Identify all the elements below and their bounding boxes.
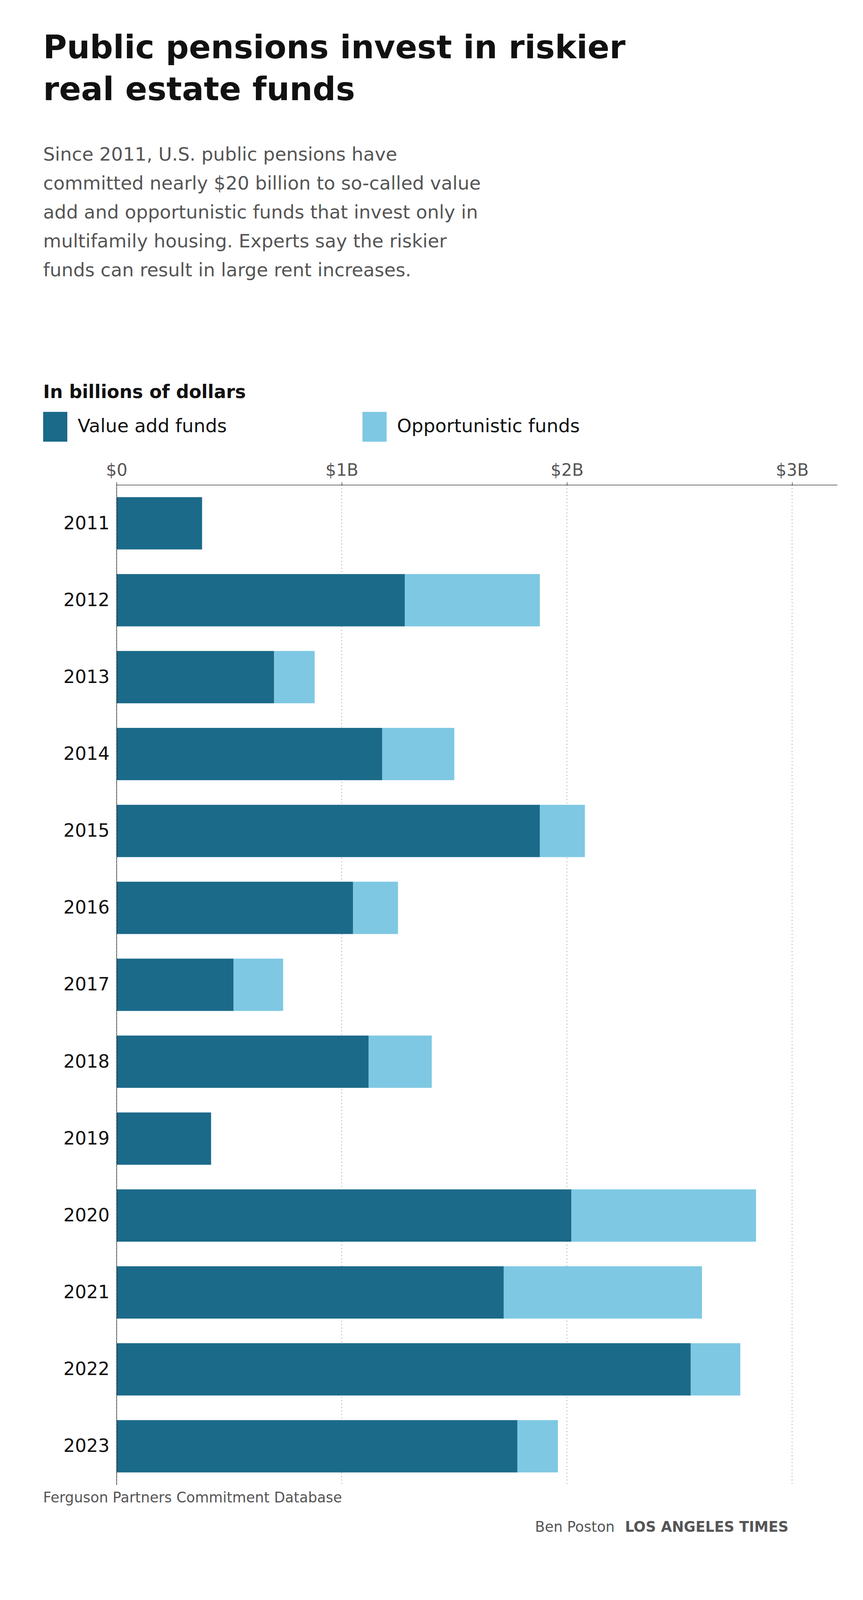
- bar: [116, 1188, 572, 1241]
- source: Ferguson Partners Commitment Database: [43, 1488, 343, 1506]
- y-tick-label: 2022: [63, 1357, 110, 1379]
- y-tick-label: 2016: [63, 896, 110, 918]
- y-axis-line: [116, 485, 117, 1485]
- y-tick: 2019: [63, 1127, 117, 1149]
- bar: [382, 727, 455, 780]
- y-tick: 2017: [63, 973, 117, 995]
- x-tick-label: $2B: [550, 459, 584, 480]
- bar: [116, 1342, 691, 1395]
- legend-label: Value add funds: [77, 414, 227, 437]
- y-tick-label: 2011: [63, 512, 110, 534]
- credit-name: Ben Poston: [535, 1517, 615, 1535]
- x-tick: $3B: [775, 459, 809, 485]
- bar: [116, 497, 202, 550]
- bar: [690, 1342, 741, 1395]
- subtitle: Since 2011, U.S. public pensions have com…: [43, 143, 481, 281]
- y-tick-label: 2015: [63, 819, 110, 841]
- bar: [116, 957, 234, 1011]
- legend-swatch: [362, 411, 387, 442]
- bar: [211, 1111, 212, 1165]
- y-tick-label: 2018: [63, 1050, 110, 1072]
- bar: [116, 881, 353, 934]
- grid-line: [116, 484, 117, 1484]
- y-tick: 2012: [63, 588, 117, 611]
- unit-label: In billions of dollars: [43, 381, 246, 403]
- bar: [116, 1265, 504, 1318]
- title: Public pensions invest in riskierreal es…: [43, 28, 626, 108]
- legend-label: Opportunistic funds: [396, 414, 580, 437]
- y-tick: 2020: [63, 1203, 117, 1226]
- y-tick: 2015: [63, 819, 117, 841]
- bar: [116, 573, 405, 627]
- legend: Value add funds Opportunistic funds: [43, 411, 580, 442]
- y-tick-label: 2023: [63, 1434, 110, 1456]
- y-tick-label: 2021: [63, 1280, 110, 1302]
- y-tick: 2016: [63, 896, 117, 918]
- subtitle-line: multifamily housing. Experts say the ris…: [43, 229, 448, 252]
- x-tick-mark: [116, 481, 117, 485]
- subtitle-line: committed nearly $20 billion to so-calle…: [43, 172, 481, 194]
- y-axis: 2011 2012 2013 2014 2015 2016 2017 2018 2019 2020…: [63, 485, 117, 1485]
- subtitle-line: Since 2011, U.S. public pensions have: [43, 143, 397, 165]
- bar: [539, 804, 585, 857]
- title-line: Public pensions invest in riskier: [43, 28, 626, 67]
- y-tick-label: 2017: [63, 973, 110, 995]
- bar: [116, 1419, 518, 1472]
- bar: [116, 804, 540, 857]
- bar: [116, 727, 383, 780]
- x-tick-mark: [341, 481, 343, 485]
- y-tick: 2011: [63, 512, 117, 534]
- y-tick-label: 2019: [63, 1127, 110, 1149]
- legend-swatch: [43, 411, 68, 442]
- bars: [116, 497, 756, 1472]
- bar: [503, 1265, 703, 1318]
- y-tick: 2021: [63, 1280, 117, 1302]
- grid-line: [791, 484, 793, 1484]
- x-tick: $2B: [550, 459, 584, 485]
- bar: [368, 1035, 432, 1088]
- subtitle-line: funds can result in large rent increases…: [43, 258, 412, 281]
- y-tick-label: 2013: [63, 665, 110, 687]
- bar: [352, 881, 398, 934]
- y-tick-label: 2014: [63, 742, 110, 764]
- bar: [571, 1188, 756, 1241]
- x-tick: $1B: [325, 459, 359, 485]
- credit-org: LOS ANGELES TIMES: [625, 1517, 789, 1535]
- title-line: real estate funds: [43, 69, 356, 108]
- x-axis-line: [116, 484, 838, 486]
- bar: [404, 573, 540, 627]
- subtitle-line: add and opportunistic funds that invest …: [43, 201, 479, 223]
- x-tick-label: $1B: [325, 459, 359, 480]
- x-tick: $0: [106, 459, 128, 485]
- bar: [201, 497, 203, 550]
- y-tick: 2022: [63, 1357, 117, 1379]
- x-tick-mark: [566, 481, 568, 485]
- plot: $0$1B$2B$3B20112012201320142015201620172…: [63, 459, 838, 1484]
- y-tick: 2023: [63, 1434, 117, 1456]
- grid-line: [341, 484, 343, 1484]
- bar: [274, 650, 315, 703]
- chart: Public pensions invest in riskierreal es…: [0, 0, 863, 1600]
- y-tick: 2013: [63, 665, 117, 687]
- bar: [517, 1419, 558, 1472]
- grid: [116, 484, 793, 1484]
- x-tick-label: $3B: [775, 459, 809, 480]
- x-tick-mark: [792, 481, 793, 485]
- x-axis: $0 $1B $2B $3B: [106, 459, 838, 485]
- x-tick-label: $0: [106, 459, 128, 480]
- y-tick: 2018: [63, 1050, 117, 1072]
- grid-line: [566, 484, 568, 1484]
- y-tick-label: 2020: [63, 1203, 110, 1226]
- y-tick: 2014: [63, 742, 117, 764]
- bar: [233, 957, 284, 1011]
- bar: [116, 650, 275, 703]
- y-tick-label: 2012: [63, 588, 110, 611]
- bar: [116, 1035, 369, 1088]
- bar: [116, 1111, 212, 1165]
